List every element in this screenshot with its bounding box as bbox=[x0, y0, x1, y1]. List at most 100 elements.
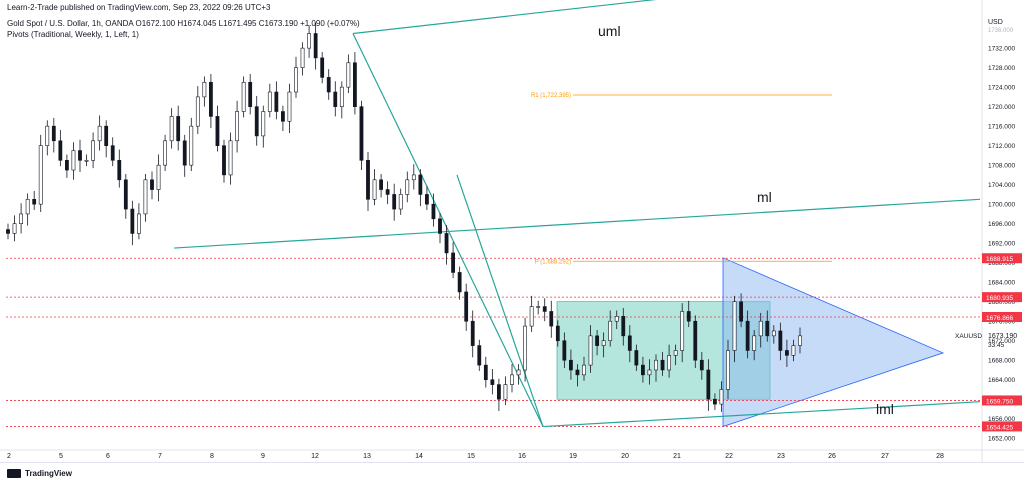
candle-body bbox=[549, 311, 554, 327]
level-price-tag bbox=[982, 253, 1022, 264]
candle-body bbox=[660, 359, 665, 371]
y-tick-label: 1688.000 bbox=[988, 260, 1015, 267]
candle-body bbox=[719, 389, 724, 405]
x-tick-label: 23 bbox=[777, 453, 785, 460]
level-price-label: 1659.750 bbox=[986, 398, 1013, 405]
y-tick-label: 1696.000 bbox=[988, 221, 1015, 228]
candle-body bbox=[647, 369, 652, 376]
candle-body bbox=[542, 306, 547, 312]
candle-body bbox=[569, 359, 573, 371]
candle-body bbox=[392, 194, 397, 210]
candle-body bbox=[78, 150, 82, 161]
candle-body bbox=[418, 174, 423, 195]
candle-body bbox=[614, 316, 619, 322]
y-tick-label: 1724.000 bbox=[988, 85, 1015, 92]
tradingview-logo[interactable]: TradingView bbox=[7, 469, 72, 478]
candle-body bbox=[163, 140, 167, 166]
candle-body bbox=[385, 189, 390, 195]
x-tick-label: 20 bbox=[621, 453, 629, 460]
candle-body bbox=[686, 311, 691, 322]
x-tick-label: 5 bbox=[59, 453, 63, 460]
candle-body bbox=[771, 330, 776, 337]
candle-body bbox=[320, 57, 325, 78]
level-price-tag bbox=[982, 292, 1022, 303]
y-tick-label: 1716.000 bbox=[988, 124, 1015, 131]
candle-body bbox=[621, 316, 626, 337]
publisher-line: Learn-2-Trade published on TradingView.c… bbox=[7, 3, 271, 12]
brand-label: TradingView bbox=[25, 469, 72, 478]
candle-body bbox=[451, 252, 455, 273]
x-tick-label: 27 bbox=[881, 453, 889, 460]
candle-body bbox=[267, 91, 272, 112]
candle-body bbox=[732, 301, 737, 351]
candle-body bbox=[58, 140, 63, 161]
y-tick-label: 1656.000 bbox=[988, 416, 1015, 423]
y-tick-label: 1668.000 bbox=[988, 358, 1015, 365]
y-tick-label: 1720.000 bbox=[988, 104, 1015, 111]
triangle-pattern bbox=[722, 257, 945, 428]
candle-body bbox=[71, 150, 76, 171]
candle-body bbox=[785, 350, 789, 356]
candle-body bbox=[156, 164, 161, 190]
candle-body bbox=[745, 320, 750, 351]
candle-body bbox=[189, 125, 194, 166]
uml-line bbox=[352, 0, 657, 35]
y-tick-label: 1708.000 bbox=[988, 163, 1015, 170]
candle-body bbox=[778, 330, 783, 351]
candle-body bbox=[45, 125, 50, 146]
candle-body bbox=[529, 306, 534, 327]
candle-body bbox=[470, 320, 475, 346]
candle-body bbox=[758, 320, 763, 337]
candle-body bbox=[287, 91, 292, 122]
x-tick-label: 19 bbox=[569, 453, 577, 460]
candle-body bbox=[497, 384, 501, 400]
candle-body bbox=[176, 116, 181, 142]
candle-body bbox=[12, 223, 17, 234]
candle-body bbox=[209, 81, 213, 117]
level-price-label: 1654.425 bbox=[986, 424, 1013, 431]
x-tick-label: 21 bbox=[673, 453, 681, 460]
candle-body bbox=[405, 179, 410, 195]
annotation-ml: ml bbox=[757, 189, 772, 205]
candle-body bbox=[490, 379, 495, 385]
x-tick-label: 6 bbox=[106, 453, 110, 460]
candle-body bbox=[228, 140, 233, 176]
candle-body bbox=[97, 125, 102, 142]
annotation-lml: lml bbox=[876, 401, 894, 417]
symbol-ohlc-line: Gold Spot / U.S. Dollar, 1h, OANDA O1672… bbox=[7, 19, 360, 28]
candle-body bbox=[627, 335, 632, 351]
candle-body bbox=[431, 203, 436, 220]
candle-body bbox=[130, 208, 135, 234]
symbol-label: XAUUSD bbox=[955, 333, 982, 340]
level-price-tag bbox=[982, 311, 1022, 322]
candle-body bbox=[398, 194, 403, 210]
candle-body bbox=[523, 325, 527, 371]
candle-body bbox=[307, 33, 311, 49]
candle-body bbox=[503, 384, 508, 400]
candle-body bbox=[444, 233, 449, 254]
y-tick-label: 1652.000 bbox=[988, 436, 1015, 443]
x-tick-label: 14 bbox=[415, 453, 423, 460]
candle-body bbox=[346, 62, 351, 88]
y-tick-label: 1676.000 bbox=[988, 319, 1015, 326]
candle-body bbox=[6, 229, 10, 234]
candle-body bbox=[117, 159, 122, 181]
candle-body bbox=[274, 91, 279, 112]
candle-body bbox=[739, 301, 743, 322]
last-price-label: 1673.190 bbox=[988, 333, 1017, 340]
footer-bar: TradingView bbox=[0, 462, 1024, 484]
candle-body bbox=[241, 81, 246, 112]
x-tick-label: 15 bbox=[467, 453, 475, 460]
candle-body bbox=[25, 199, 30, 215]
candle-body bbox=[575, 369, 580, 376]
pivot-label: R1 (1,722.395) bbox=[531, 93, 571, 99]
candle-body bbox=[516, 369, 521, 376]
candle-body bbox=[680, 311, 685, 351]
candle-body bbox=[483, 364, 488, 381]
candle-body bbox=[425, 194, 429, 205]
candle-body bbox=[595, 335, 599, 346]
level-price-label: 1676.866 bbox=[986, 315, 1013, 322]
candle-body bbox=[713, 398, 717, 405]
